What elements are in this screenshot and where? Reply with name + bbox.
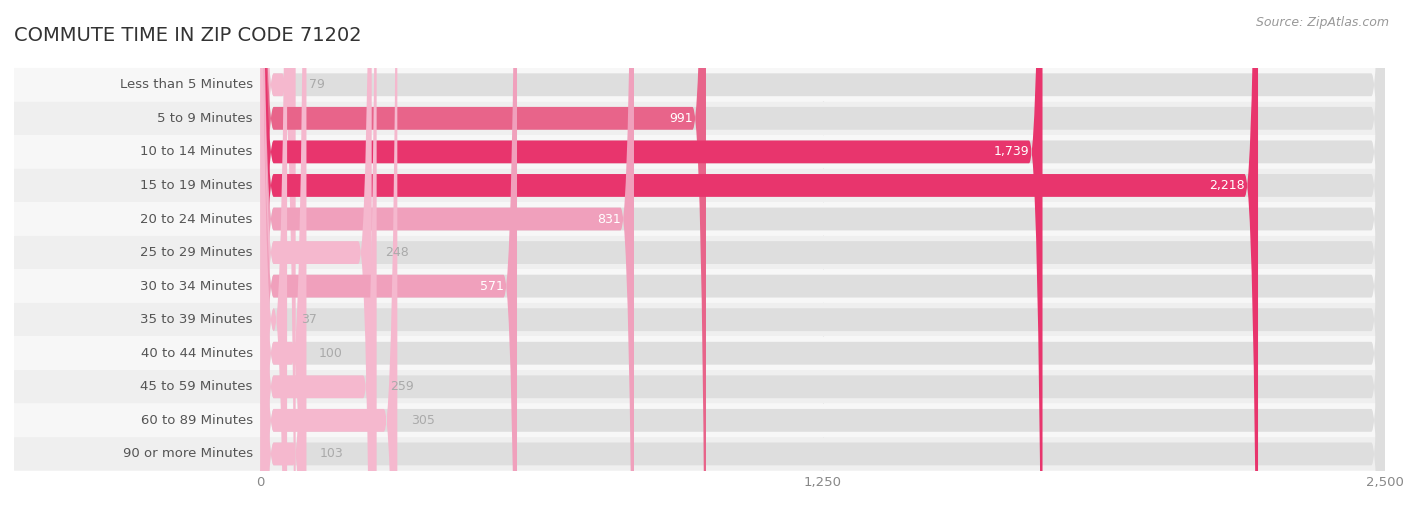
Text: 45 to 59 Minutes: 45 to 59 Minutes	[141, 380, 253, 393]
FancyBboxPatch shape	[14, 370, 260, 404]
FancyBboxPatch shape	[14, 303, 260, 336]
Text: 5 to 9 Minutes: 5 to 9 Minutes	[157, 112, 253, 125]
FancyBboxPatch shape	[14, 236, 260, 269]
Text: Source: ZipAtlas.com: Source: ZipAtlas.com	[1256, 16, 1389, 29]
Text: 10 to 14 Minutes: 10 to 14 Minutes	[141, 145, 253, 158]
FancyBboxPatch shape	[260, 236, 1385, 269]
Text: 35 to 39 Minutes: 35 to 39 Minutes	[141, 313, 253, 326]
FancyBboxPatch shape	[260, 101, 1385, 135]
FancyBboxPatch shape	[260, 0, 1385, 523]
FancyBboxPatch shape	[260, 404, 1385, 437]
FancyBboxPatch shape	[260, 0, 1385, 523]
FancyBboxPatch shape	[260, 0, 634, 523]
Text: 37: 37	[301, 313, 316, 326]
FancyBboxPatch shape	[260, 0, 1385, 523]
Text: 100: 100	[319, 347, 343, 360]
Text: 1,739: 1,739	[994, 145, 1029, 158]
FancyBboxPatch shape	[260, 0, 1385, 523]
FancyBboxPatch shape	[260, 0, 1385, 523]
FancyBboxPatch shape	[260, 168, 1385, 202]
FancyBboxPatch shape	[260, 0, 1385, 523]
FancyBboxPatch shape	[260, 0, 1385, 523]
FancyBboxPatch shape	[260, 370, 1385, 404]
FancyBboxPatch shape	[260, 135, 1385, 168]
Text: 571: 571	[479, 280, 503, 293]
FancyBboxPatch shape	[260, 0, 517, 523]
FancyBboxPatch shape	[260, 68, 1385, 101]
FancyBboxPatch shape	[260, 0, 1385, 523]
Text: 991: 991	[669, 112, 693, 125]
FancyBboxPatch shape	[14, 336, 260, 370]
Text: 40 to 44 Minutes: 40 to 44 Minutes	[141, 347, 253, 360]
FancyBboxPatch shape	[14, 202, 260, 236]
FancyBboxPatch shape	[14, 269, 260, 303]
FancyBboxPatch shape	[260, 0, 287, 523]
FancyBboxPatch shape	[260, 0, 1385, 523]
Text: 20 to 24 Minutes: 20 to 24 Minutes	[141, 212, 253, 225]
FancyBboxPatch shape	[260, 303, 1385, 336]
Text: Less than 5 Minutes: Less than 5 Minutes	[120, 78, 253, 92]
FancyBboxPatch shape	[260, 269, 1385, 303]
Text: 248: 248	[385, 246, 409, 259]
FancyBboxPatch shape	[260, 336, 1385, 370]
FancyBboxPatch shape	[260, 0, 1385, 523]
FancyBboxPatch shape	[260, 0, 1385, 523]
Text: 259: 259	[389, 380, 413, 393]
Text: 79: 79	[309, 78, 325, 92]
FancyBboxPatch shape	[260, 202, 1385, 236]
Text: 25 to 29 Minutes: 25 to 29 Minutes	[141, 246, 253, 259]
FancyBboxPatch shape	[260, 437, 1385, 471]
FancyBboxPatch shape	[14, 135, 260, 168]
FancyBboxPatch shape	[14, 68, 260, 101]
FancyBboxPatch shape	[260, 0, 305, 523]
FancyBboxPatch shape	[260, 0, 307, 523]
Text: 103: 103	[321, 447, 343, 460]
FancyBboxPatch shape	[14, 437, 260, 471]
FancyBboxPatch shape	[260, 0, 1042, 523]
FancyBboxPatch shape	[14, 404, 260, 437]
Text: 90 or more Minutes: 90 or more Minutes	[122, 447, 253, 460]
Text: 30 to 34 Minutes: 30 to 34 Minutes	[141, 280, 253, 293]
FancyBboxPatch shape	[14, 101, 260, 135]
Text: 15 to 19 Minutes: 15 to 19 Minutes	[141, 179, 253, 192]
Text: 831: 831	[596, 212, 620, 225]
FancyBboxPatch shape	[260, 0, 1385, 523]
FancyBboxPatch shape	[260, 0, 706, 523]
FancyBboxPatch shape	[260, 0, 1258, 523]
Text: 2,218: 2,218	[1209, 179, 1244, 192]
FancyBboxPatch shape	[260, 0, 377, 523]
Text: COMMUTE TIME IN ZIP CODE 71202: COMMUTE TIME IN ZIP CODE 71202	[14, 26, 361, 45]
Text: 305: 305	[411, 414, 434, 427]
FancyBboxPatch shape	[260, 0, 371, 523]
FancyBboxPatch shape	[260, 0, 398, 523]
FancyBboxPatch shape	[14, 168, 260, 202]
FancyBboxPatch shape	[260, 0, 295, 523]
Text: 60 to 89 Minutes: 60 to 89 Minutes	[141, 414, 253, 427]
